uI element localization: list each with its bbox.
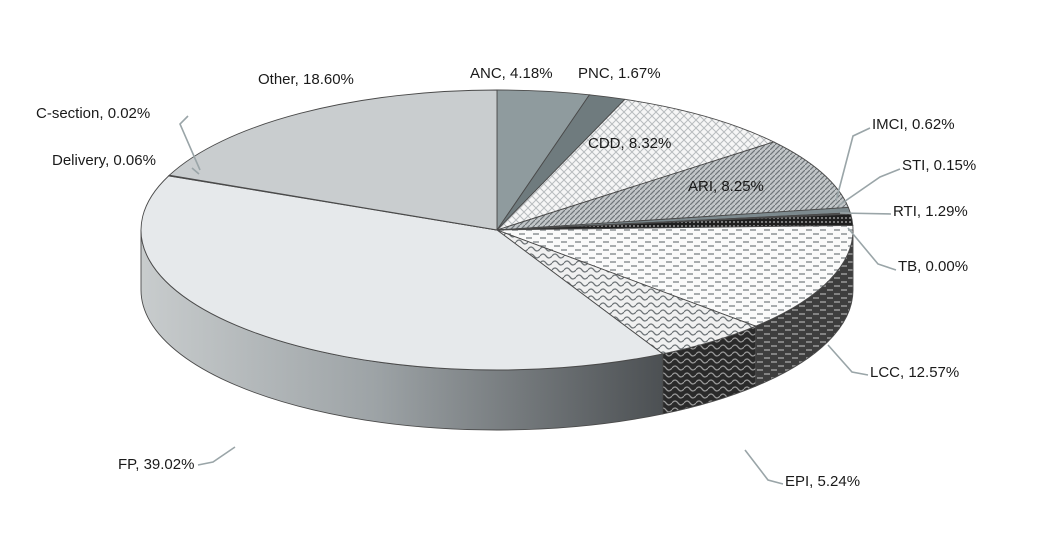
data-label-delivery: Delivery, 0.06% [52,152,156,169]
data-label-fp: FP, 39.02% [118,456,194,473]
pie-slice-ari [496,141,849,231]
pie-slice-cdd [496,98,775,231]
leader-line-lcc [827,344,869,376]
data-label-rti: RTI, 1.29% [893,203,968,220]
data-label-anc: ANC, 4.18% [470,65,553,82]
leader-line-delivery [191,167,200,175]
pie-slice-fp [140,175,664,371]
pie-sides [140,229,854,431]
data-label-ari: ARI, 8.25% [688,178,764,195]
leader-line-sti [837,168,901,207]
pie-slice-other [168,89,498,231]
leader-line-rti [839,212,892,215]
leader-line-imci [835,127,871,202]
data-label-pnc: PNC, 1.67% [578,65,661,82]
data-label-epi: EPI, 5.24% [785,473,860,490]
data-label-c-section: C-section, 0.02% [36,105,150,122]
leader-line-fp [197,446,236,466]
data-label-tb: TB, 0.00% [898,258,968,275]
pie-labels: ANC, 4.18% PNC, 1.67% CDD, 8.32% ARI, 8.25%… [36,65,976,490]
data-label-imci: IMCI, 0.62% [872,116,955,133]
pie-slice-lcc [496,224,854,327]
leader-line-c-section [179,115,201,171]
leader-line-tb [847,227,897,271]
leader-line-epi [744,449,784,485]
data-label-cdd: CDD, 8.32% [588,135,671,152]
data-label-lcc: LCC, 12.57% [870,364,959,381]
pie-tops [140,89,854,371]
data-label-other: Other, 18.60% [258,71,354,88]
data-label-sti: STI, 0.15% [902,157,976,174]
